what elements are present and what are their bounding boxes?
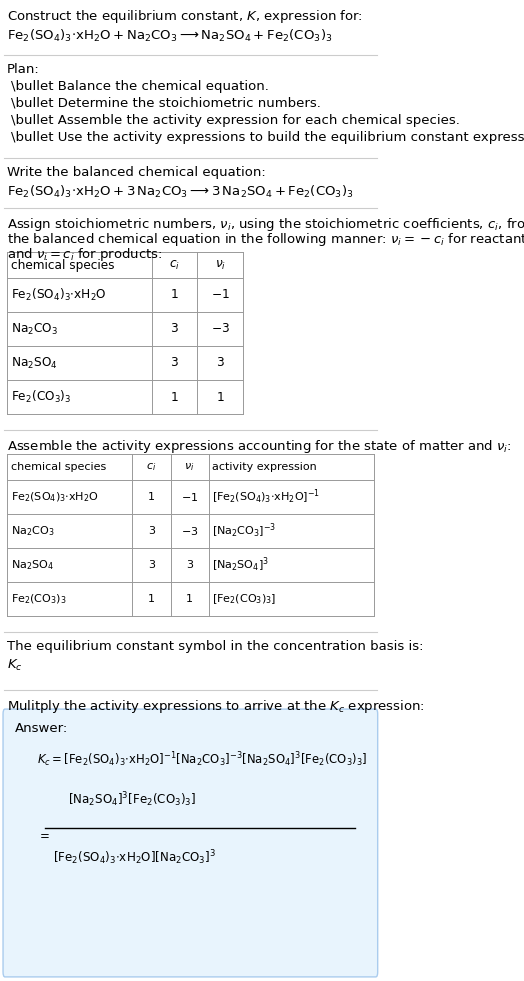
Text: chemical species: chemical species [10, 259, 114, 272]
Text: 3: 3 [186, 560, 193, 570]
Text: $K_c$: $K_c$ [7, 658, 23, 673]
Text: $[\mathrm{Fe_2(SO_4)_3{\cdot}xH_2O}][\mathrm{Na_2CO_3}]^{3}$: $[\mathrm{Fe_2(SO_4)_3{\cdot}xH_2O}][\ma… [52, 848, 215, 866]
Text: $\mathrm{Fe_2(CO_3)_3}$: $\mathrm{Fe_2(CO_3)_3}$ [10, 593, 67, 606]
Text: $[\mathrm{Fe_2(CO_3)_3}]$: $[\mathrm{Fe_2(CO_3)_3}]$ [212, 593, 277, 606]
Text: the balanced chemical equation in the following manner: $\nu_i = -c_i$ for react: the balanced chemical equation in the fo… [7, 231, 524, 248]
Text: $[\mathrm{Na_2SO_4}]^{3}[\mathrm{Fe_2(CO_3)_3}]$: $[\mathrm{Na_2SO_4}]^{3}[\mathrm{Fe_2(CO… [68, 790, 196, 808]
Text: Construct the equilibrium constant, $K$, expression for:: Construct the equilibrium constant, $K$,… [7, 8, 363, 25]
Text: Assign stoichiometric numbers, $\nu_i$, using the stoichiometric coefficients, $: Assign stoichiometric numbers, $\nu_i$, … [7, 216, 524, 233]
Text: $\nu_i$: $\nu_i$ [184, 461, 195, 473]
FancyBboxPatch shape [3, 709, 378, 977]
Text: Plan:: Plan: [7, 63, 40, 76]
Text: $\mathrm{Fe_2(CO_3)_3}$: $\mathrm{Fe_2(CO_3)_3}$ [10, 388, 71, 405]
Text: \bullet Use the activity expressions to build the equilibrium constant expressio: \bullet Use the activity expressions to … [10, 131, 524, 144]
Text: $\mathrm{Fe_2(SO_4)_3{\cdot}xH_2O + Na_2CO_3 \longrightarrow Na_2SO_4 + Fe_2(CO_: $\mathrm{Fe_2(SO_4)_3{\cdot}xH_2O + Na_2… [7, 28, 332, 44]
Text: $[\mathrm{Na_2CO_3}]^{-3}$: $[\mathrm{Na_2CO_3}]^{-3}$ [212, 522, 277, 541]
Text: Mulitply the activity expressions to arrive at the $K_c$ expression:: Mulitply the activity expressions to arr… [7, 698, 424, 715]
Text: $\mathrm{Na_2SO_4}$: $\mathrm{Na_2SO_4}$ [10, 558, 53, 572]
Text: The equilibrium constant symbol in the concentration basis is:: The equilibrium constant symbol in the c… [7, 640, 423, 653]
Text: $K_c = [\mathrm{Fe_2(SO_4)_3{\cdot}xH_2O}]^{-1}[\mathrm{Na_2CO_3}]^{-3}[\mathrm{: $K_c = [\mathrm{Fe_2(SO_4)_3{\cdot}xH_2O… [37, 750, 368, 769]
Text: 1: 1 [170, 390, 178, 403]
Text: chemical species: chemical species [10, 462, 106, 472]
Text: $[\mathrm{Na_2SO_4}]^{3}$: $[\mathrm{Na_2SO_4}]^{3}$ [212, 556, 269, 574]
Text: $=$: $=$ [37, 829, 50, 842]
Text: $\nu_i$: $\nu_i$ [214, 258, 226, 272]
Text: $c_i$: $c_i$ [146, 461, 157, 473]
Text: \bullet Balance the chemical equation.: \bullet Balance the chemical equation. [10, 80, 268, 93]
Text: 1: 1 [148, 492, 155, 502]
Text: Answer:: Answer: [15, 722, 68, 735]
Text: 1: 1 [148, 594, 155, 604]
Text: and $\nu_i = c_i$ for products:: and $\nu_i = c_i$ for products: [7, 246, 162, 263]
Text: $\mathrm{Fe_2(SO_4)_3{\cdot}xH_2O + 3\,Na_2CO_3 \longrightarrow 3\,Na_2SO_4 + Fe: $\mathrm{Fe_2(SO_4)_3{\cdot}xH_2O + 3\,N… [7, 184, 354, 200]
Text: Assemble the activity expressions accounting for the state of matter and $\nu_i$: Assemble the activity expressions accoun… [7, 438, 511, 455]
Text: $-3$: $-3$ [181, 525, 198, 537]
Text: $\mathrm{Na_2CO_3}$: $\mathrm{Na_2CO_3}$ [10, 322, 58, 336]
Text: $-1$: $-1$ [181, 491, 198, 503]
Text: \bullet Assemble the activity expression for each chemical species.: \bullet Assemble the activity expression… [10, 114, 460, 127]
Text: \bullet Determine the stoichiometric numbers.: \bullet Determine the stoichiometric num… [10, 97, 321, 110]
Text: activity expression: activity expression [212, 462, 317, 472]
Text: $c_i$: $c_i$ [169, 258, 180, 272]
Text: 3: 3 [170, 356, 178, 370]
Text: $\mathrm{Na_2SO_4}$: $\mathrm{Na_2SO_4}$ [10, 355, 57, 371]
Text: Write the balanced chemical equation:: Write the balanced chemical equation: [7, 166, 266, 179]
Text: 1: 1 [170, 288, 178, 301]
Text: 1: 1 [216, 390, 224, 403]
Text: $\mathrm{Fe_2(SO_4)_3{\cdot}xH_2O}$: $\mathrm{Fe_2(SO_4)_3{\cdot}xH_2O}$ [10, 287, 106, 303]
Text: 3: 3 [148, 560, 155, 570]
Text: 3: 3 [170, 323, 178, 336]
Text: 1: 1 [186, 594, 193, 604]
Text: $\mathrm{Fe_2(SO_4)_3{\cdot}xH_2O}$: $\mathrm{Fe_2(SO_4)_3{\cdot}xH_2O}$ [10, 490, 99, 504]
Text: $[\mathrm{Fe_2(SO_4)_3{\cdot}xH_2O}]^{-1}$: $[\mathrm{Fe_2(SO_4)_3{\cdot}xH_2O}]^{-1… [212, 488, 321, 506]
Text: 3: 3 [148, 526, 155, 536]
Text: $\mathrm{Na_2CO_3}$: $\mathrm{Na_2CO_3}$ [10, 524, 54, 538]
Text: $-3$: $-3$ [211, 323, 230, 336]
Text: 3: 3 [216, 356, 224, 370]
Text: $-1$: $-1$ [211, 288, 230, 301]
